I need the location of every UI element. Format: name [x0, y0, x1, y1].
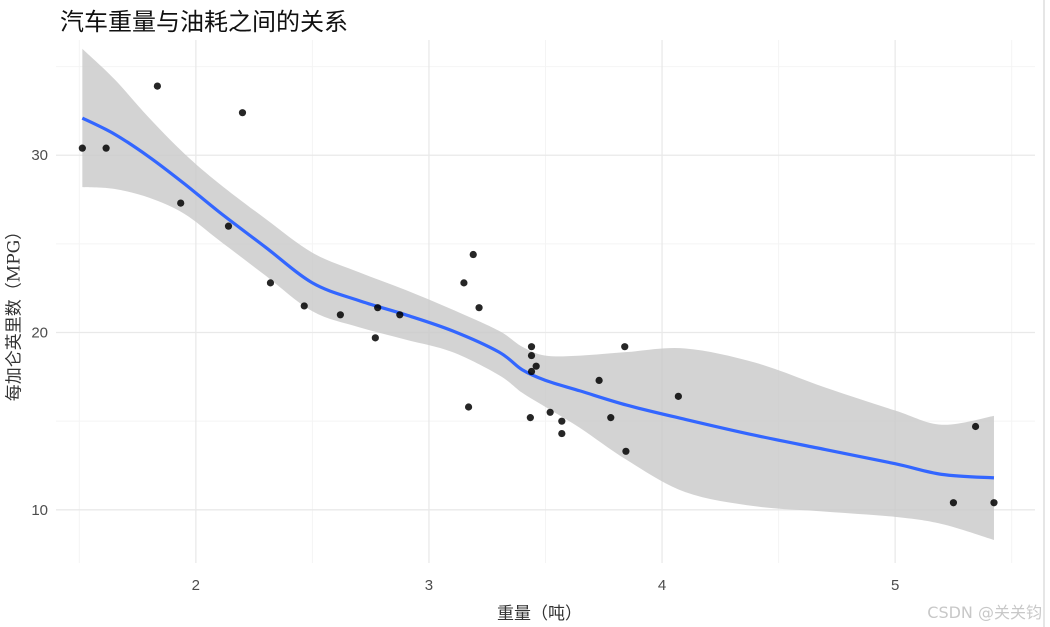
data-point: [990, 499, 998, 507]
data-point: [527, 351, 536, 360]
y-tick-label: 20: [31, 325, 48, 342]
chart-title: 汽车重量与油耗之间的关系: [60, 8, 348, 36]
data-point: [238, 109, 247, 117]
data-point: [374, 304, 382, 312]
x-tick-labels: 2 3 4 5: [192, 577, 900, 594]
data-point: [300, 302, 308, 310]
y-tick-labels: 10 20 30: [31, 147, 48, 519]
data-point: [949, 499, 958, 507]
data-point: [224, 222, 233, 230]
data-point: [78, 144, 86, 152]
data-point: [371, 334, 379, 342]
x-tick-label: 2: [192, 577, 200, 594]
x-tick-label: 4: [658, 577, 666, 594]
data-point: [527, 367, 536, 376]
data-point: [532, 362, 540, 370]
data-point: [475, 304, 483, 312]
data-point: [527, 343, 536, 351]
y-tick-label: 30: [31, 147, 48, 164]
confidence-ribbon: [82, 48, 994, 540]
data-point: [153, 82, 161, 90]
x-tick-label: 5: [891, 577, 899, 594]
right-border: [1043, 0, 1045, 627]
data-point: [558, 417, 566, 425]
data-point: [595, 376, 603, 384]
data-point: [266, 279, 275, 287]
data-point: [621, 343, 629, 351]
x-tick-label: 3: [425, 577, 433, 594]
smooth-line: [81, 116, 995, 480]
watermark: CSDN @关关钧: [927, 603, 1042, 622]
data-point: [396, 311, 404, 319]
data-point: [460, 279, 468, 287]
x-axis-label: 重量（吨）: [497, 604, 582, 624]
data-point: [971, 422, 980, 431]
y-axis-label: 每加仑英里数（MPG）: [4, 222, 25, 402]
data-point: [102, 144, 110, 152]
data-point: [464, 403, 473, 411]
data-point: [469, 250, 477, 259]
data-point: [546, 408, 554, 416]
data-point: [622, 447, 630, 455]
data-point: [674, 392, 682, 400]
data-points: [78, 82, 998, 507]
data-point: [526, 414, 534, 422]
data-point: [607, 414, 615, 422]
data-point: [177, 199, 185, 207]
data-point: [558, 429, 566, 438]
data-point: [336, 311, 344, 319]
y-tick-label: 10: [31, 502, 48, 519]
